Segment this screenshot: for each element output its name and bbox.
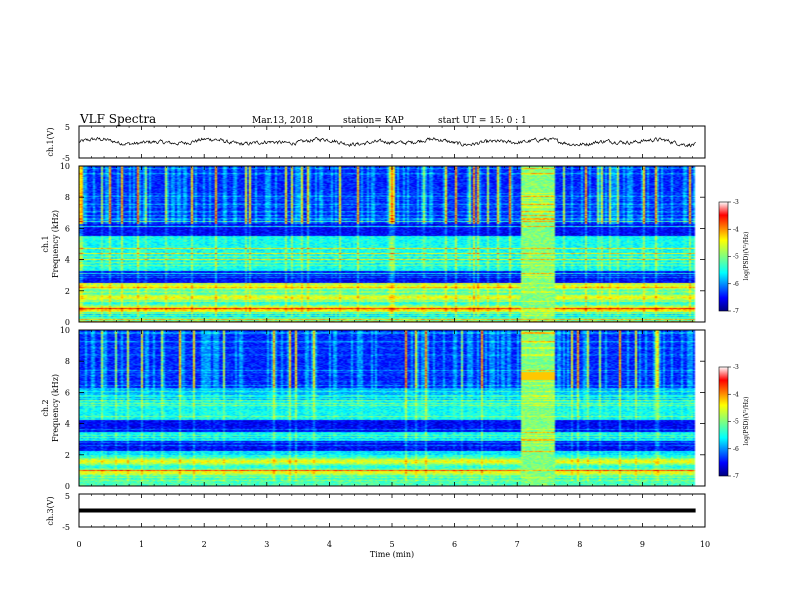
x-tick-label: 8 (577, 540, 582, 549)
ch1-freq-ylabel: Frequency (kHz) (51, 210, 60, 278)
colorbar-tick-label: -6 (733, 281, 739, 288)
start-time-label: start UT = 15: 0 : 1 (438, 116, 527, 126)
ch1-spectrogram-panel: ch.1 Frequency (kHz) 0 2 4 6 8 10 (41, 162, 706, 327)
freq-tick-label: 2 (65, 287, 70, 296)
freq-tick-label: 4 (65, 256, 70, 265)
ch1-waveform-panel: 5 -5 ch.1(V) (46, 123, 706, 163)
colorbar-tick-label: -3 (733, 199, 739, 206)
ch3-waveform-ylabel: ch.3(V) (46, 496, 55, 525)
colorbar-tick-label: -7 (733, 473, 739, 480)
ch2-colorbar-label: log(PSD)(V²/Hz) (743, 397, 750, 446)
freq-tick-label: 6 (65, 388, 70, 397)
date-label: Mar.13, 2018 (252, 116, 313, 126)
colorbar-tick-label: -7 (733, 308, 739, 315)
colorbar-tick-label: -3 (733, 364, 739, 371)
freq-tick-label: 4 (65, 420, 70, 429)
x-tick-label: 10 (700, 540, 710, 549)
x-tick-label: 5 (389, 540, 394, 549)
station-label: station= KAP (343, 116, 404, 126)
colorbar-tick-label: -5 (733, 419, 739, 426)
ch1-waveform-ylabel: ch.1(V) (46, 127, 55, 156)
x-tick-label: 3 (264, 540, 269, 549)
freq-tick-label: 10 (60, 162, 70, 171)
x-tick-label: 2 (202, 540, 207, 549)
ch1-colorbar: -3 -4 -5 -6 -7 log(PSD)(V²/Hz) (718, 199, 750, 315)
freq-tick-label: 8 (65, 357, 70, 366)
x-tick-label: 9 (640, 540, 645, 549)
colorbar-tick-label: -6 (733, 446, 739, 453)
freq-tick-label: 2 (65, 451, 70, 460)
ch1-ytick-bottom: -5 (62, 154, 70, 163)
colorbar-tick-label: -4 (733, 391, 739, 398)
ch1-channel-label: ch.1 (41, 235, 50, 252)
ch3-waveform-panel: 5 -5 ch.3(V) (46, 492, 706, 532)
freq-tick-label: 0 (65, 482, 70, 491)
x-axis-ticks: 0 1 2 3 4 5 6 7 8 9 10 (76, 126, 710, 549)
freq-tick-label: 0 (65, 318, 70, 327)
ch1-colorbar-label: log(PSD)(V²/Hz) (743, 232, 750, 281)
x-tick-label: 1 (139, 540, 144, 549)
ch3-ytick-bottom: -5 (62, 523, 70, 532)
figure-title: VLF Spectra (79, 112, 156, 126)
x-tick-label: 0 (76, 540, 81, 549)
colorbar-tick-label: -4 (733, 226, 739, 233)
colorbar-tick-label: -5 (733, 254, 739, 261)
freq-tick-label: 6 (65, 224, 70, 233)
ch3-ytick-top: 5 (65, 492, 70, 501)
ch2-channel-label: ch.2 (41, 399, 50, 416)
ch1-waveform-trace (78, 136, 696, 148)
freq-tick-label: 10 (60, 326, 70, 335)
ch2-spectrogram-panel: ch.2 Frequency (kHz) 0 2 4 6 8 10 (41, 326, 706, 491)
ch2-freq-ylabel: Frequency (kHz) (51, 374, 60, 442)
ch2-spectrogram-image (79, 330, 705, 486)
x-tick-label: 7 (515, 540, 520, 549)
x-tick-label: 6 (452, 540, 457, 549)
ch2-colorbar: -3 -4 -5 -6 -7 log(PSD)(V²/Hz) (718, 364, 750, 480)
freq-tick-label: 8 (65, 193, 70, 202)
ch1-ytick-top: 5 (65, 123, 70, 132)
ch1-spectrogram-image (79, 166, 705, 322)
x-tick-label: 4 (327, 540, 332, 549)
x-axis-label: Time (min) (370, 550, 414, 559)
